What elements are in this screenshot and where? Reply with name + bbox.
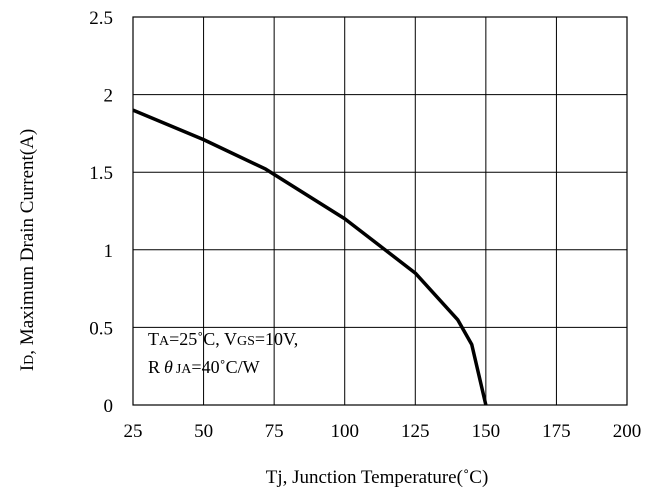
y-axis-label-sub: D [22,355,37,365]
annotation-r: R [148,357,160,377]
y-tick-label: 1 [104,241,114,262]
x-tick-label: 125 [401,421,430,442]
annotation-t: T [148,329,159,349]
series-line [132,108,488,406]
plot-frame [132,16,628,406]
y-axis-label: ID, Maximum Drain Current(A) [17,129,38,371]
y-tick-label: 1.5 [89,163,113,184]
x-tick-label: 25 [124,421,143,442]
y-tick-label: 2.5 [89,8,113,29]
annotation-r-rest: =40˚C/W [191,357,259,377]
y-tick-label: 0.5 [89,318,113,339]
annotation-line-1: TA=25˚C, VGS=10V, [148,329,298,349]
annotation-t-rest: =25˚C, V [169,329,237,349]
x-tick-label: 150 [472,421,501,442]
annotation-theta: θ [164,357,173,377]
y-tick-label: 2 [104,86,114,107]
annotation-v-rest: =10V, [255,329,298,349]
x-tick-label: 100 [330,421,359,442]
annotation-r-sub: JA [176,362,192,377]
x-axis-label: Tj, Junction Temperature(˚C) [266,467,489,488]
x-tick-label: 200 [613,421,642,442]
annotation-t-sub: A [159,334,170,349]
y-tick-label: 0 [104,396,114,417]
x-tick-labels: 25 50 75 100 125 150 175 200 [124,421,642,442]
y-axis-label-rest: , Maximum Drain Current(A) [17,129,38,355]
x-tick-label: 75 [265,421,284,442]
y-axis-label-main: I [17,365,38,371]
annotation-v-sub: GS [237,334,255,349]
x-tick-label: 50 [194,421,213,442]
y-tick-labels: 0 0.5 1 1.5 2 2.5 [89,8,113,417]
x-tick-label: 175 [542,421,571,442]
series-layer [132,108,488,406]
